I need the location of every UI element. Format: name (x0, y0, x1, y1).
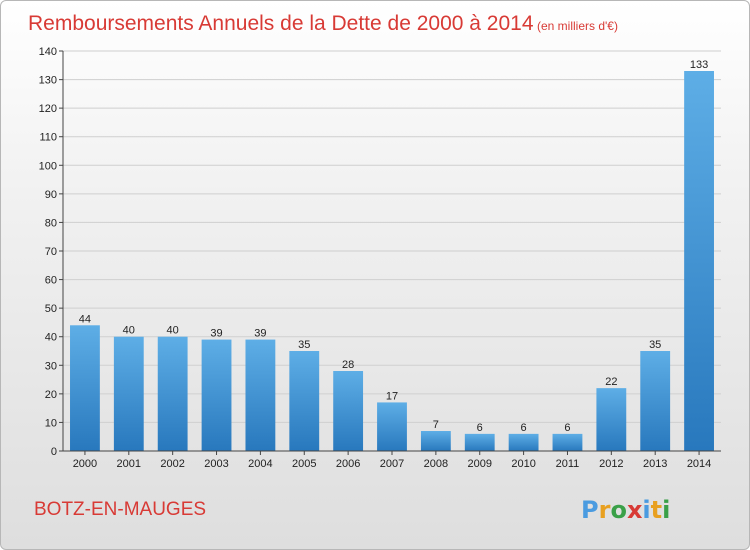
x-tick-label-2012: 2012 (599, 458, 623, 470)
y-tick-label: 50 (45, 303, 57, 315)
bar-2004 (245, 339, 276, 451)
bar-2011 (552, 433, 583, 451)
y-tick-label: 100 (39, 160, 57, 172)
value-label-2007: 17 (386, 390, 398, 402)
x-tick-label-2014: 2014 (687, 458, 711, 470)
x-tick-label-2005: 2005 (292, 458, 316, 470)
x-tick-label-2008: 2008 (424, 458, 448, 470)
x-axis-ticks: 2000 2001 2002 2003 2004 2005 2006 2007 2008 2009… (73, 451, 711, 470)
value-label-2011: 6 (564, 422, 570, 434)
y-tick-label: 30 (45, 360, 57, 372)
value-label-2001: 40 (123, 325, 135, 337)
gridlines (63, 50, 721, 423)
bar-2012 (596, 388, 627, 451)
proxiti-logo[interactable]: Proxiti (581, 496, 670, 524)
value-label-2004: 39 (254, 328, 266, 340)
y-tick-label: 120 (39, 103, 57, 115)
x-tick-label-2002: 2002 (160, 458, 184, 470)
value-label-2014: 133 (690, 59, 708, 71)
value-label-2008: 7 (433, 419, 439, 431)
value-label-2005: 35 (298, 339, 310, 351)
bar-2005 (289, 351, 320, 451)
bars (70, 71, 714, 451)
x-tick-label-2007: 2007 (380, 458, 404, 470)
bar-2007 (377, 402, 407, 451)
value-label-2000: 44 (79, 313, 91, 325)
x-tick-label-2013: 2013 (643, 458, 667, 470)
bar-2010 (508, 433, 539, 451)
chart-title: Remboursements Annuels de la Dette de 20… (28, 12, 534, 35)
y-tick-label: 130 (39, 75, 57, 87)
y-tick-label: 40 (45, 332, 57, 344)
value-label-2006: 28 (342, 359, 354, 371)
bar-2001 (113, 336, 144, 451)
proxiti-logo-text: Proxiti (581, 496, 670, 524)
y-tick-label: 60 (45, 275, 57, 287)
y-tick-label: 140 (39, 46, 57, 58)
y-tick-label: 70 (45, 246, 57, 258)
x-tick-label-2000: 2000 (73, 458, 97, 470)
y-tick-label: 90 (45, 189, 57, 201)
bar-2000 (70, 325, 100, 451)
bar-2006 (333, 371, 364, 451)
x-tick-label-2004: 2004 (248, 458, 272, 470)
value-label-2009: 6 (477, 422, 483, 434)
chart-subtitle: (en milliers d'€) (537, 19, 618, 33)
value-label-2012: 22 (605, 376, 617, 388)
x-tick-label-2006: 2006 (336, 458, 360, 470)
city-name: BOTZ-EN-MAUGES (34, 499, 206, 520)
value-label-2013: 35 (649, 339, 661, 351)
bar-2003 (201, 339, 232, 451)
value-label-2010: 6 (521, 422, 527, 434)
value-labels: 44 40 40 39 39 35 28 17 7 6 6 6 22 35 133 (79, 59, 708, 434)
x-tick-label-2009: 2009 (467, 458, 491, 470)
x-tick-label-2011: 2011 (556, 458, 580, 470)
x-tick-label-2003: 2003 (204, 458, 228, 470)
bar-2002 (157, 336, 188, 451)
bar-2014 (684, 71, 714, 451)
y-axis-ticks: 0 10 20 30 40 50 60 70 80 90 100 110 120 130 140 (39, 46, 63, 458)
bar-2009 (464, 433, 495, 451)
y-tick-label: 20 (45, 389, 57, 401)
y-tick-label: 10 (45, 417, 57, 429)
x-tick-label-2010: 2010 (511, 458, 535, 470)
y-tick-label: 80 (45, 217, 57, 229)
bar-2008 (420, 431, 451, 451)
y-tick-label: 0 (51, 446, 57, 458)
bar-2013 (640, 351, 671, 451)
value-label-2002: 40 (167, 325, 179, 337)
value-label-2003: 39 (210, 328, 222, 340)
x-tick-label-2001: 2001 (117, 458, 141, 470)
y-tick-label: 110 (39, 132, 57, 144)
